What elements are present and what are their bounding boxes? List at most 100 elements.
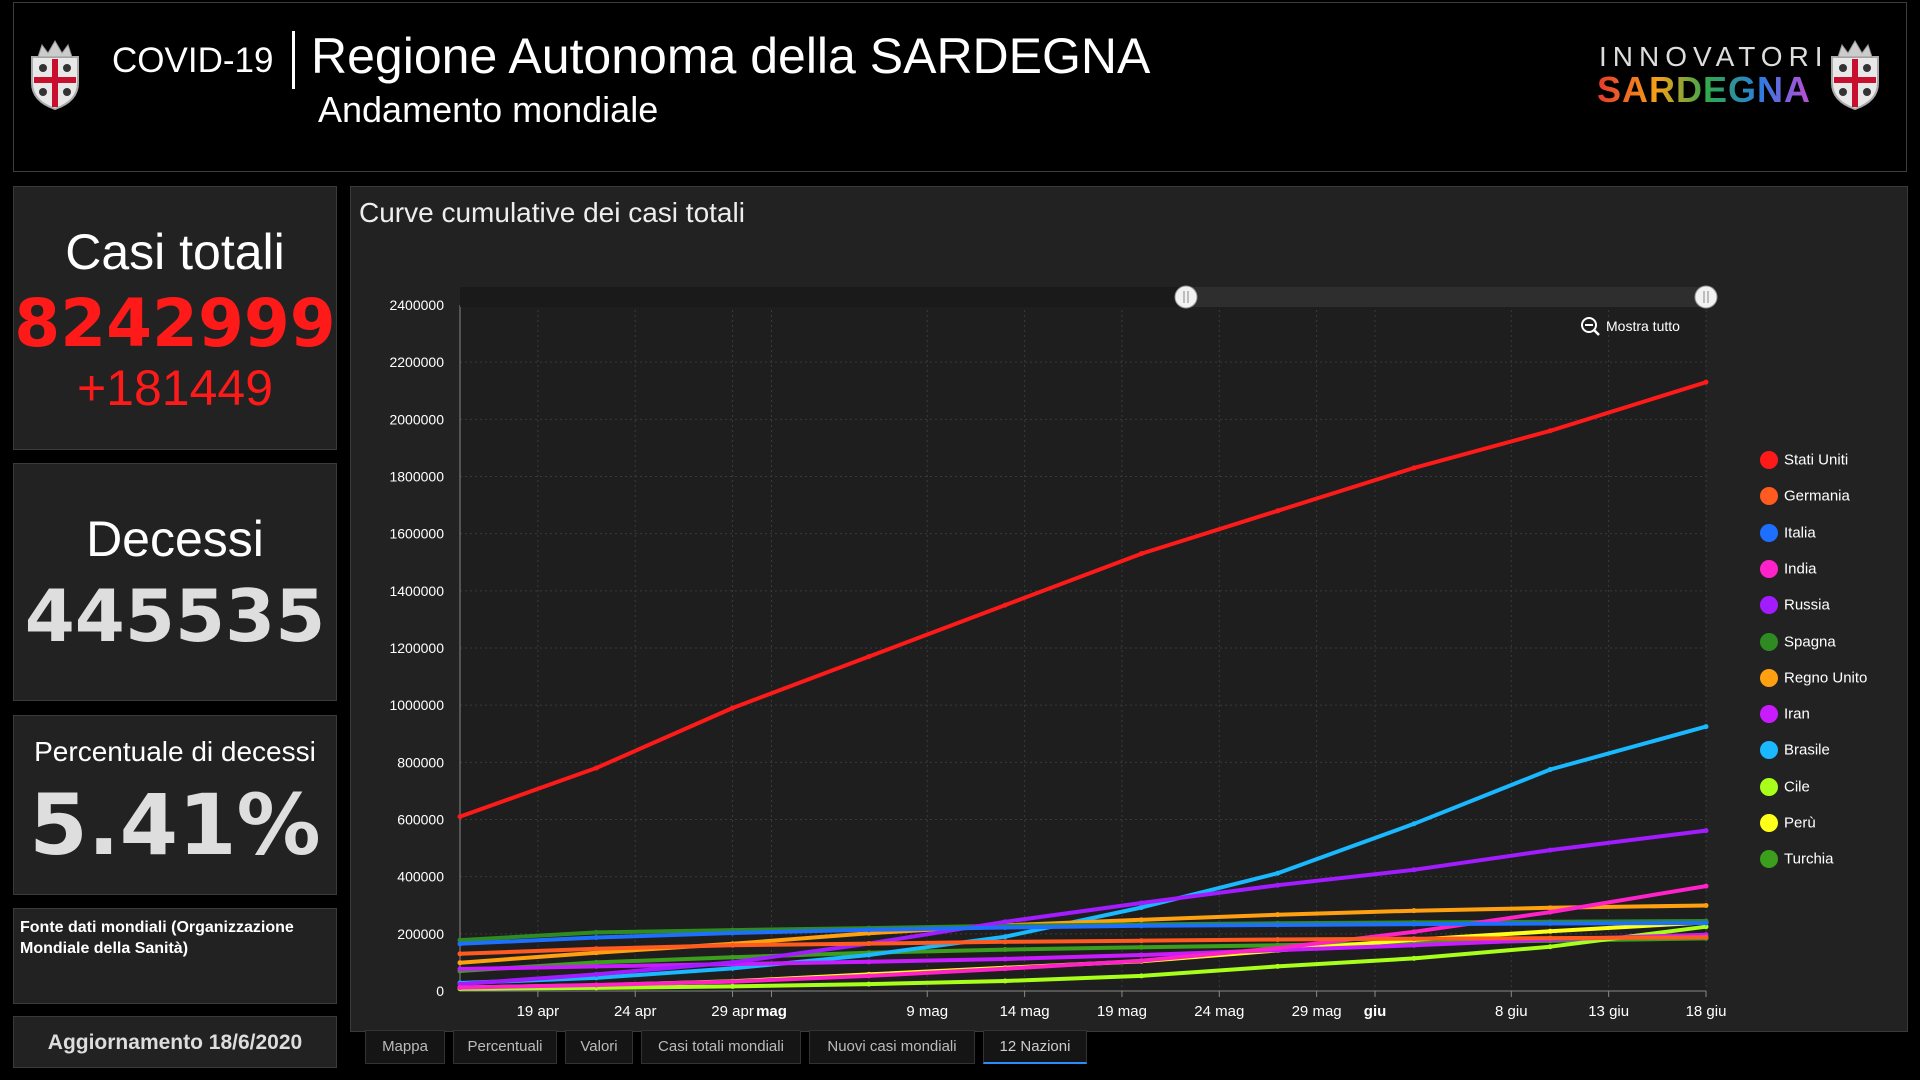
- data-point[interactable]: [1547, 847, 1553, 853]
- data-point[interactable]: [1703, 379, 1709, 385]
- data-point[interactable]: [1411, 821, 1417, 827]
- data-point[interactable]: [457, 941, 463, 947]
- data-point[interactable]: [730, 942, 736, 948]
- data-point[interactable]: [866, 952, 872, 958]
- data-point[interactable]: [1703, 924, 1709, 930]
- mostra-tutto-button[interactable]: Mostra tutto: [1580, 316, 1680, 336]
- data-point[interactable]: [457, 937, 463, 943]
- data-point[interactable]: [730, 959, 736, 965]
- data-point[interactable]: [1275, 882, 1281, 888]
- data-point[interactable]: [1002, 934, 1008, 940]
- data-point[interactable]: [1138, 923, 1144, 929]
- data-point[interactable]: [1002, 978, 1008, 984]
- data-point[interactable]: [1002, 602, 1008, 608]
- data-point[interactable]: [866, 959, 872, 965]
- data-point[interactable]: [1002, 956, 1008, 962]
- tab-nuovi-casi-mondiali[interactable]: Nuovi casi mondiali: [809, 1030, 975, 1064]
- data-point[interactable]: [730, 979, 736, 985]
- data-point[interactable]: [593, 963, 599, 969]
- data-point[interactable]: [1547, 944, 1553, 950]
- data-point[interactable]: [730, 930, 736, 936]
- data-point[interactable]: [457, 960, 463, 966]
- legend-item[interactable]: Cile: [1760, 777, 1810, 798]
- data-point[interactable]: [1275, 912, 1281, 918]
- data-point[interactable]: [1275, 870, 1281, 876]
- data-point[interactable]: [866, 927, 872, 933]
- data-point[interactable]: [1002, 939, 1008, 945]
- data-point[interactable]: [1547, 428, 1553, 434]
- data-point[interactable]: [1703, 883, 1709, 889]
- series-line-stati-uniti[interactable]: [458, 380, 1708, 819]
- data-point[interactable]: [866, 941, 872, 947]
- data-point[interactable]: [457, 985, 463, 991]
- zoom-scrollbar-thumb[interactable]: [1186, 287, 1706, 307]
- data-point[interactable]: [1547, 921, 1553, 927]
- data-point[interactable]: [1002, 919, 1008, 925]
- series-line-iran[interactable]: [458, 932, 1708, 971]
- zoom-end-handle[interactable]: [1694, 285, 1718, 309]
- data-point[interactable]: [1138, 917, 1144, 923]
- data-point[interactable]: [1411, 942, 1417, 948]
- legend-item[interactable]: Iran: [1760, 705, 1810, 725]
- data-point[interactable]: [1002, 966, 1008, 972]
- data-point[interactable]: [1138, 958, 1144, 964]
- data-point[interactable]: [1138, 952, 1144, 958]
- data-point[interactable]: [593, 975, 599, 981]
- legend-item[interactable]: Perù: [1760, 814, 1816, 834]
- tab-mappa[interactable]: Mappa: [365, 1030, 445, 1064]
- data-point[interactable]: [593, 765, 599, 771]
- tab-12-nazioni[interactable]: 12 Nazioni: [983, 1030, 1087, 1064]
- data-point[interactable]: [1703, 828, 1709, 834]
- legend-item[interactable]: Brasile: [1760, 741, 1830, 761]
- legend-item[interactable]: Stati Uniti: [1760, 451, 1848, 471]
- data-point[interactable]: [457, 814, 463, 820]
- data-point[interactable]: [1138, 944, 1144, 950]
- data-point[interactable]: [730, 965, 736, 971]
- data-point[interactable]: [1411, 921, 1417, 927]
- data-point[interactable]: [1547, 905, 1553, 911]
- data-point[interactable]: [730, 705, 736, 711]
- data-point[interactable]: [1411, 867, 1417, 873]
- data-point[interactable]: [1411, 929, 1417, 935]
- series-line-russia[interactable]: [458, 828, 1708, 987]
- data-point[interactable]: [866, 654, 872, 660]
- data-point[interactable]: [1703, 724, 1709, 730]
- data-point[interactable]: [1002, 947, 1008, 953]
- series-line-italia[interactable]: [458, 921, 1708, 946]
- legend-item[interactable]: Spagna: [1760, 632, 1836, 653]
- data-point[interactable]: [730, 983, 736, 989]
- tab-casi-totali-mondiali[interactable]: Casi totali mondiali: [641, 1030, 801, 1064]
- data-point[interactable]: [1138, 973, 1144, 979]
- data-point[interactable]: [457, 951, 463, 957]
- legend-item[interactable]: Germania: [1760, 487, 1850, 507]
- data-point[interactable]: [593, 950, 599, 956]
- zoom-start-handle[interactable]: [1174, 285, 1198, 309]
- data-point[interactable]: [1275, 922, 1281, 928]
- data-point[interactable]: [593, 959, 599, 965]
- data-point[interactable]: [1138, 551, 1144, 557]
- data-point[interactable]: [457, 966, 463, 972]
- data-point[interactable]: [1138, 905, 1144, 911]
- legend-item[interactable]: Italia: [1760, 523, 1816, 544]
- data-point[interactable]: [730, 954, 736, 960]
- data-point[interactable]: [1138, 938, 1144, 944]
- data-point[interactable]: [1411, 465, 1417, 471]
- tab-percentuali[interactable]: Percentuali: [453, 1030, 557, 1064]
- data-point[interactable]: [1547, 909, 1553, 915]
- data-point[interactable]: [457, 981, 463, 987]
- data-point[interactable]: [1703, 903, 1709, 909]
- data-point[interactable]: [593, 935, 599, 941]
- data-point[interactable]: [1411, 908, 1417, 914]
- data-point[interactable]: [1275, 508, 1281, 514]
- data-point[interactable]: [1703, 934, 1709, 940]
- data-point[interactable]: [1275, 937, 1281, 943]
- data-point[interactable]: [1411, 936, 1417, 942]
- series-line-germania[interactable]: [458, 935, 1708, 956]
- data-point[interactable]: [1547, 928, 1553, 934]
- legend-item[interactable]: Russia: [1760, 596, 1830, 616]
- legend-item[interactable]: Regno Unito: [1760, 668, 1867, 689]
- data-point[interactable]: [593, 929, 599, 935]
- data-point[interactable]: [1002, 925, 1008, 931]
- data-point[interactable]: [1138, 900, 1144, 906]
- data-point[interactable]: [1275, 945, 1281, 951]
